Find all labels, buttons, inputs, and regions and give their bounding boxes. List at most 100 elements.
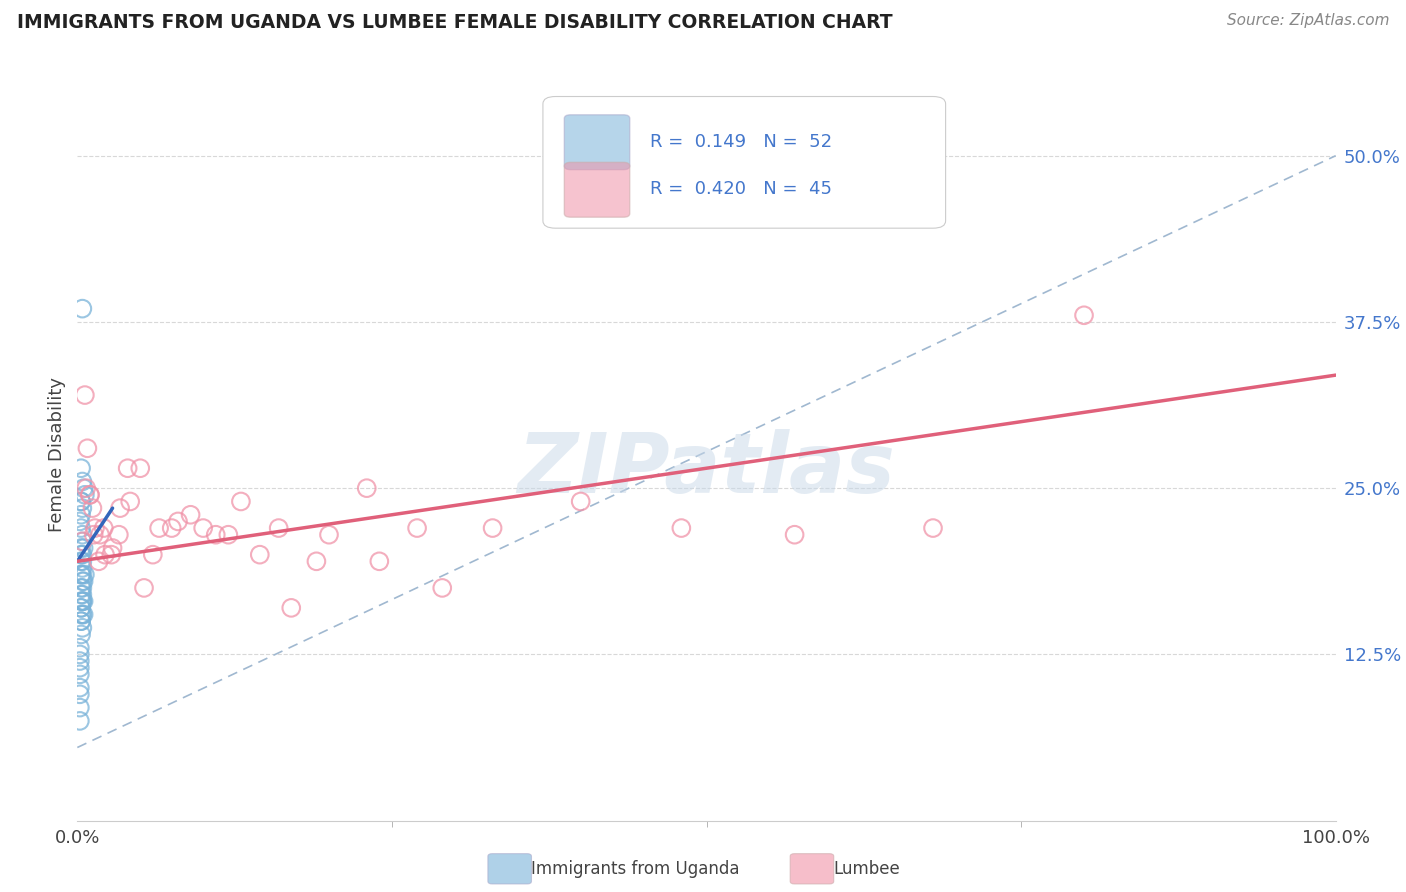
Point bbox=[72, 594, 94, 608]
Point bbox=[70, 548, 93, 562]
Point bbox=[70, 581, 93, 595]
Point bbox=[73, 567, 96, 582]
Point bbox=[481, 521, 503, 535]
Point bbox=[70, 541, 93, 555]
Point bbox=[72, 541, 94, 555]
Point bbox=[356, 481, 378, 495]
Point bbox=[72, 621, 94, 635]
Point bbox=[69, 648, 91, 662]
Text: IMMIGRANTS FROM UGANDA VS LUMBEE FEMALE DISABILITY CORRELATION CHART: IMMIGRANTS FROM UGANDA VS LUMBEE FEMALE … bbox=[17, 13, 893, 32]
Point bbox=[84, 521, 107, 535]
Point bbox=[70, 607, 93, 622]
Point bbox=[82, 501, 104, 516]
Point bbox=[180, 508, 202, 522]
Point bbox=[108, 527, 131, 541]
Point bbox=[117, 461, 139, 475]
Point bbox=[569, 494, 592, 508]
Point bbox=[132, 581, 155, 595]
Point bbox=[70, 594, 93, 608]
Point bbox=[69, 654, 91, 668]
Point bbox=[101, 541, 124, 555]
Point bbox=[93, 521, 115, 535]
Point bbox=[83, 527, 105, 541]
Point bbox=[73, 388, 96, 402]
Point bbox=[70, 494, 93, 508]
Point bbox=[87, 554, 110, 568]
Point bbox=[783, 527, 806, 541]
Point bbox=[69, 661, 91, 675]
Text: R =  0.149   N =  52: R = 0.149 N = 52 bbox=[650, 133, 832, 151]
FancyBboxPatch shape bbox=[543, 96, 946, 228]
Text: Immigrants from Uganda: Immigrants from Uganda bbox=[531, 860, 740, 878]
Point bbox=[79, 488, 101, 502]
Point bbox=[72, 527, 94, 541]
Point bbox=[671, 521, 693, 535]
Point bbox=[249, 548, 271, 562]
Point bbox=[70, 614, 93, 628]
Point bbox=[160, 521, 183, 535]
Point bbox=[70, 614, 93, 628]
Point bbox=[70, 508, 93, 522]
Point bbox=[217, 527, 239, 541]
Point bbox=[100, 548, 122, 562]
Point bbox=[72, 301, 94, 316]
Point bbox=[148, 521, 170, 535]
Point bbox=[75, 481, 97, 495]
Point bbox=[72, 554, 94, 568]
Point bbox=[142, 548, 165, 562]
Point bbox=[72, 534, 94, 549]
Point bbox=[108, 501, 131, 516]
Point bbox=[129, 461, 152, 475]
Point bbox=[406, 521, 429, 535]
Point bbox=[432, 581, 454, 595]
Point bbox=[191, 521, 215, 535]
Point bbox=[72, 574, 94, 589]
Point bbox=[69, 714, 91, 728]
Point bbox=[94, 548, 117, 562]
Point bbox=[70, 627, 93, 641]
Point bbox=[167, 515, 190, 529]
Point bbox=[305, 554, 328, 568]
Point bbox=[72, 607, 94, 622]
Point bbox=[69, 681, 91, 695]
Point bbox=[70, 461, 93, 475]
Point bbox=[70, 567, 93, 582]
Point bbox=[73, 488, 96, 502]
Point bbox=[72, 475, 94, 489]
Text: ZIPatlas: ZIPatlas bbox=[517, 429, 896, 510]
Point bbox=[72, 594, 94, 608]
Point bbox=[70, 600, 93, 615]
Point bbox=[70, 567, 93, 582]
Text: Lumbee: Lumbee bbox=[834, 860, 900, 878]
Point bbox=[72, 607, 94, 622]
Point bbox=[72, 581, 94, 595]
Point bbox=[72, 481, 94, 495]
Point bbox=[72, 574, 94, 589]
Point bbox=[76, 442, 98, 456]
Point bbox=[72, 561, 94, 575]
Point bbox=[318, 527, 340, 541]
Point bbox=[89, 527, 111, 541]
Point bbox=[79, 488, 101, 502]
Point bbox=[69, 515, 91, 529]
Point bbox=[72, 501, 94, 516]
Point bbox=[70, 494, 93, 508]
Point bbox=[72, 548, 94, 562]
Point bbox=[368, 554, 391, 568]
Point bbox=[69, 687, 91, 701]
Point bbox=[120, 494, 142, 508]
Y-axis label: Female Disability: Female Disability bbox=[48, 377, 66, 533]
Point bbox=[72, 534, 94, 549]
Point bbox=[72, 588, 94, 602]
Text: Source: ZipAtlas.com: Source: ZipAtlas.com bbox=[1226, 13, 1389, 29]
Point bbox=[72, 567, 94, 582]
Point bbox=[69, 667, 91, 681]
Point bbox=[267, 521, 290, 535]
Point bbox=[1073, 308, 1095, 322]
Point bbox=[70, 600, 93, 615]
Point bbox=[70, 554, 93, 568]
Point bbox=[204, 527, 226, 541]
FancyBboxPatch shape bbox=[564, 162, 630, 218]
Point bbox=[229, 494, 252, 508]
Point bbox=[69, 640, 91, 655]
